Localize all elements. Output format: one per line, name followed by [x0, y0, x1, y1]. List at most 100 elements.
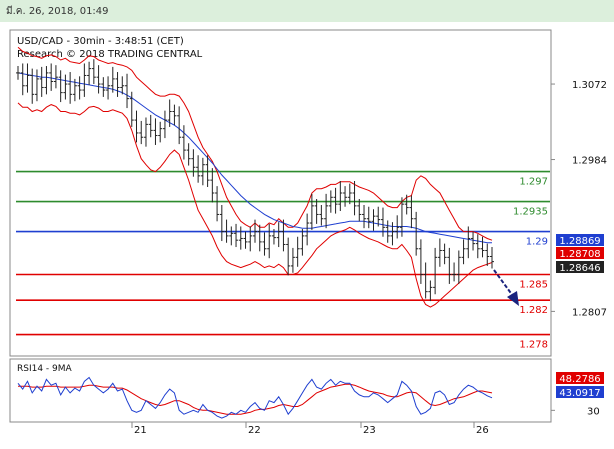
price-bar	[181, 125, 186, 160]
price-bar	[167, 99, 172, 127]
price-bar	[271, 229, 276, 245]
price-bar	[456, 250, 461, 284]
datetime-label: มี.ค. 26, 2018, 01:49	[6, 6, 109, 17]
price-bar	[30, 68, 35, 104]
x-tick-label: 23	[363, 425, 376, 436]
price-bar	[106, 76, 111, 100]
price-bar	[87, 61, 92, 85]
price-bar	[234, 223, 239, 248]
price-bar	[44, 66, 49, 95]
price-bar	[39, 66, 44, 97]
price-bar	[134, 110, 139, 143]
price-bar	[485, 243, 490, 266]
y-tick-label: 1.2984	[572, 156, 607, 167]
price-bar	[376, 206, 381, 227]
price-bar	[437, 238, 442, 267]
level-label: 1.297	[519, 177, 548, 188]
price-bar	[295, 236, 300, 267]
price-bar	[423, 262, 428, 299]
price-bar	[20, 63, 25, 96]
price-bar	[238, 226, 243, 250]
price-tag-box	[556, 234, 604, 246]
price-bar	[148, 114, 153, 138]
price-bar	[461, 239, 466, 265]
price-tag-box	[556, 261, 604, 273]
price-bar	[447, 247, 452, 284]
price-bar	[229, 226, 234, 246]
price-bars-group	[16, 59, 494, 302]
price-bar	[371, 209, 376, 231]
price-bar	[433, 247, 438, 295]
price-bar	[49, 63, 54, 91]
x-tick-label: 21	[134, 425, 147, 436]
price-bar	[414, 211, 419, 256]
price-bar	[191, 149, 196, 177]
price-bar	[428, 280, 433, 302]
price-bar	[63, 74, 68, 100]
y-tick-label: 1.2807	[572, 307, 607, 318]
price-bar	[253, 219, 257, 243]
price-bar	[418, 239, 423, 284]
level-label: 1.278	[519, 340, 548, 351]
price-bar	[362, 205, 367, 229]
price-bar	[101, 77, 106, 97]
lower-band-line	[17, 102, 493, 308]
price-bar	[16, 66, 20, 80]
level-label: 1.285	[519, 280, 548, 291]
price-bar	[34, 69, 39, 102]
price-bar	[82, 63, 87, 97]
rsi-panel	[9, 358, 552, 423]
price-bar	[96, 65, 101, 94]
price-bar	[243, 231, 248, 249]
price-bar	[267, 223, 272, 259]
chart-subtitle: Research © 2018 TRADING CENTRAL	[17, 49, 203, 60]
price-bar	[385, 220, 390, 243]
price-bar	[143, 117, 148, 147]
price-bar	[309, 193, 314, 230]
price-tag: 1.28869	[556, 234, 604, 247]
price-bar	[357, 199, 362, 222]
x-tick-label: 26	[476, 425, 489, 436]
axes-group: 1.3072 1.2984 1.2807 21 22 23 26	[131, 80, 607, 436]
rsi-tag-box	[556, 372, 604, 384]
price-tags-group: 1.28869 1.28708 1.28646	[556, 234, 604, 274]
price-bar	[305, 213, 310, 246]
price-bar	[91, 59, 96, 85]
chart-title: USD/CAD - 30min - 3:48:51 (CET)	[17, 36, 184, 47]
price-bar	[177, 106, 182, 145]
price-bar	[125, 73, 130, 109]
price-tag-label: 1.28869	[559, 236, 600, 247]
price-bar	[328, 190, 333, 213]
level-label: 1.282	[519, 305, 548, 316]
price-bar	[347, 183, 352, 205]
price-bar	[475, 234, 480, 259]
x-tick-label: 22	[248, 425, 261, 436]
price-bar	[300, 229, 305, 256]
price-bar	[409, 195, 414, 229]
price-tag-label: 1.28708	[559, 249, 600, 260]
price-bar	[276, 222, 281, 248]
price-bar	[219, 205, 224, 242]
top-bar: มี.ค. 26, 2018, 01:49	[0, 0, 614, 22]
price-bar	[314, 199, 319, 224]
price-bar	[196, 155, 201, 183]
moving-average-line	[17, 72, 492, 244]
price-bar	[186, 143, 191, 166]
price-bar	[205, 155, 210, 187]
rsi-tag-label: 43.0917	[559, 388, 600, 399]
price-bar	[319, 205, 324, 226]
price-bar	[471, 231, 476, 251]
price-bar	[390, 222, 395, 246]
main-panel	[9, 29, 552, 357]
rsi-group: 30 48.2786 43.0917	[17, 372, 604, 419]
price-bar	[466, 226, 471, 259]
level-label: 1.2935	[513, 207, 548, 218]
price-tag-label: 1.28646	[559, 263, 600, 274]
rsi-tag-box	[556, 386, 604, 398]
price-bar	[129, 91, 134, 127]
price-bar	[290, 247, 295, 273]
price-bar	[286, 237, 291, 276]
price-bar	[224, 219, 229, 243]
price-bar	[58, 70, 63, 103]
